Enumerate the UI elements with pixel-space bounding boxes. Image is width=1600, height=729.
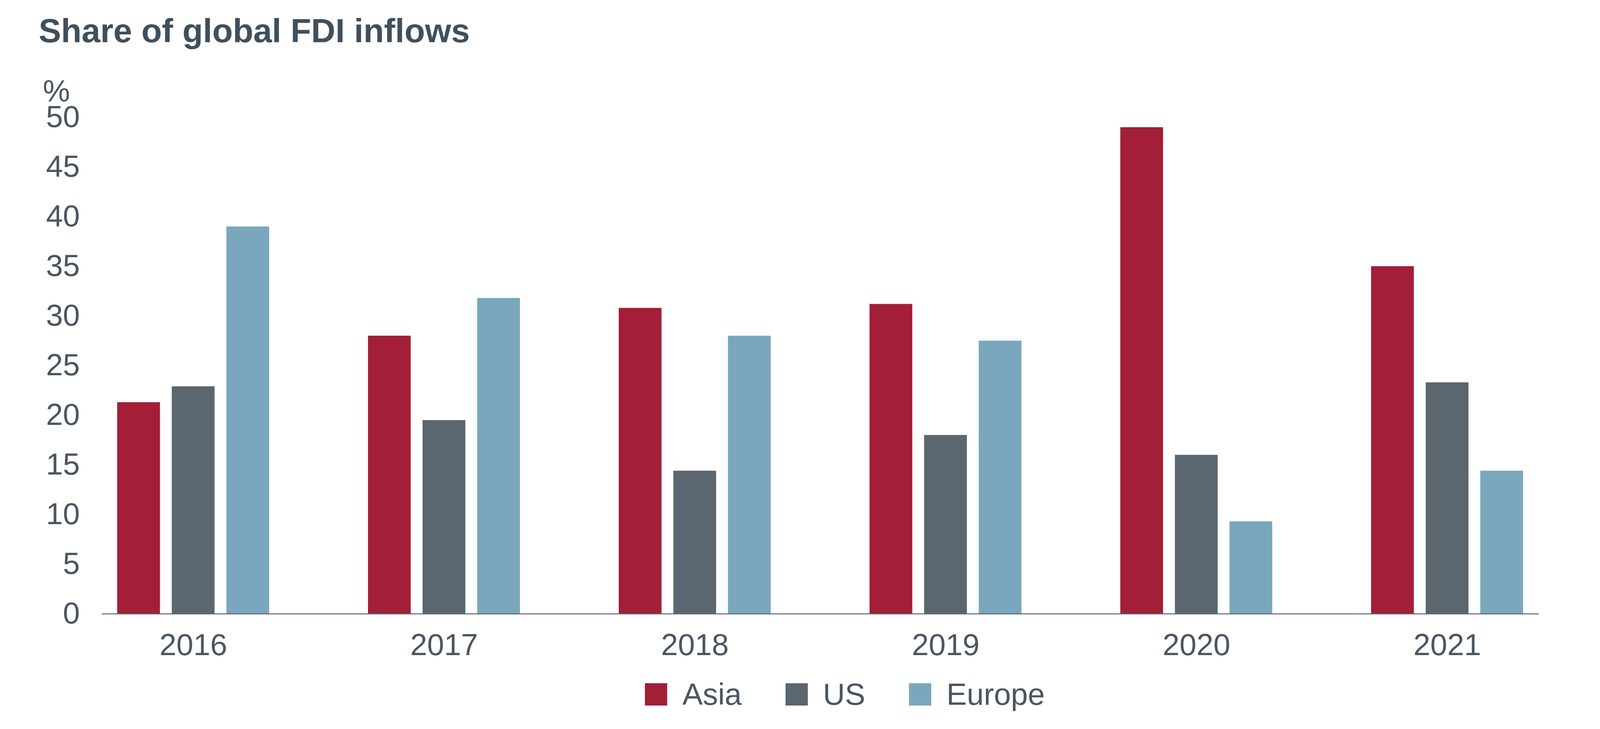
svg-text:2020: 2020 — [1162, 626, 1231, 662]
svg-text:50: 50 — [45, 99, 80, 134]
svg-text:2021: 2021 — [1413, 626, 1482, 662]
svg-text:0: 0 — [62, 595, 80, 630]
html-text:Share of global FDI inflows: Share of global FDI inflows — [38, 11, 470, 50]
svg-text:25: 25 — [46, 347, 81, 382]
svg-text:2019: 2019 — [911, 626, 980, 662]
svg-text:2018: 2018 — [660, 626, 729, 662]
svg-text:45: 45 — [46, 148, 81, 184]
svg-text:40: 40 — [46, 198, 81, 233]
svg-text:2016: 2016 — [159, 626, 228, 662]
svg-text:10: 10 — [46, 496, 81, 531]
svg-text:20: 20 — [46, 396, 81, 432]
svg-text:15: 15 — [46, 446, 81, 481]
svg-text:5: 5 — [62, 545, 80, 581]
svg-text:2017: 2017 — [410, 626, 479, 662]
html-text:Europe: Europe — [946, 676, 1045, 711]
svg-text:35: 35 — [46, 248, 81, 283]
html-text:Asia: Asia — [682, 676, 742, 711]
svg-text:%: % — [42, 73, 70, 109]
html-text:US: US — [822, 676, 866, 711]
svg-text:30: 30 — [46, 297, 81, 333]
